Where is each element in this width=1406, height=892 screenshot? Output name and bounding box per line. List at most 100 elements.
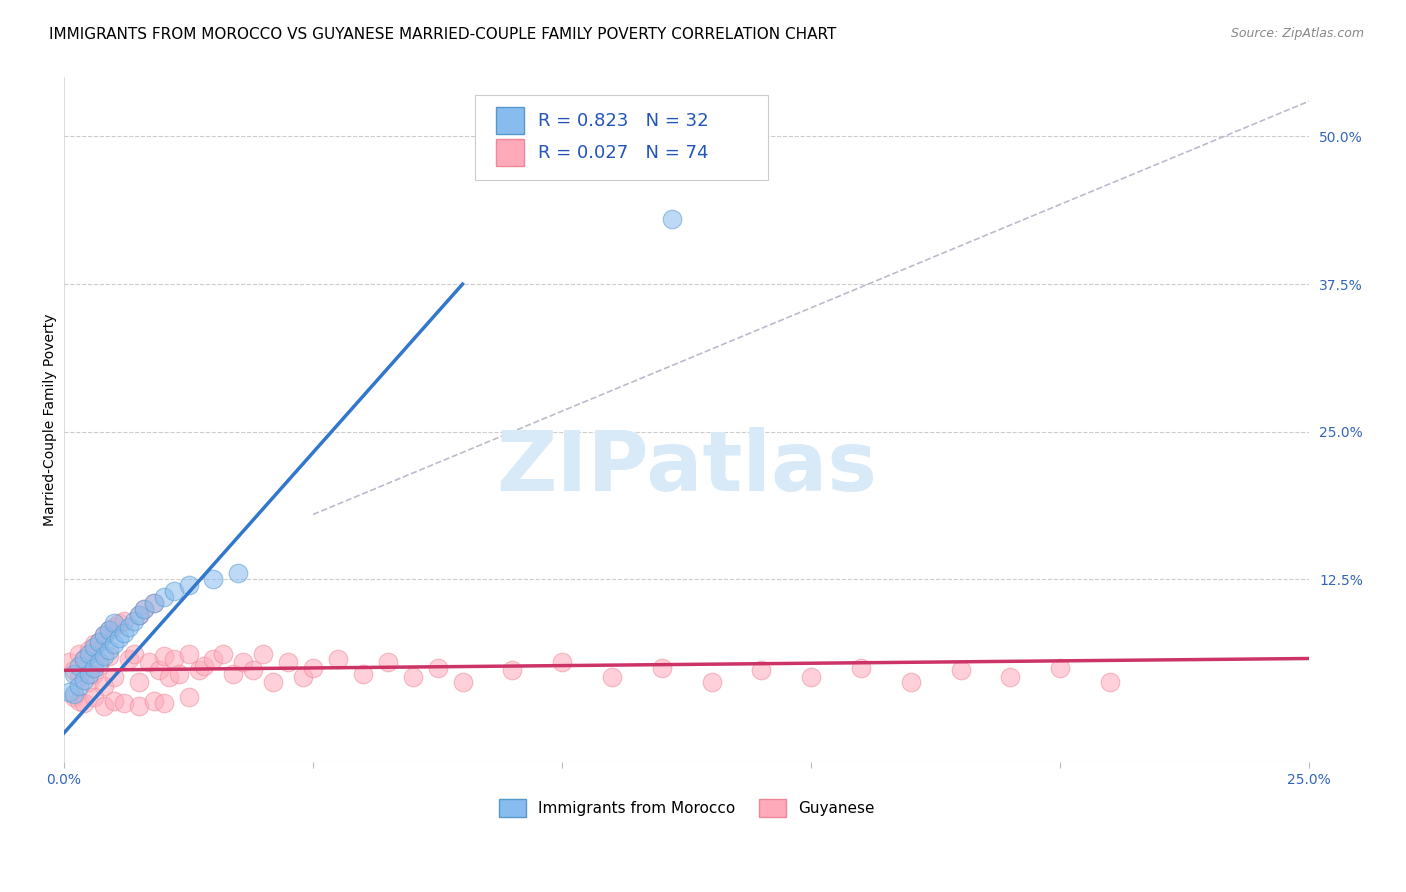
Text: IMMIGRANTS FROM MOROCCO VS GUYANESE MARRIED-COUPLE FAMILY POVERTY CORRELATION CH: IMMIGRANTS FROM MOROCCO VS GUYANESE MARR…	[49, 27, 837, 42]
Point	[262, 675, 284, 690]
Legend: Immigrants from Morocco, Guyanese: Immigrants from Morocco, Guyanese	[492, 792, 880, 823]
Point	[58, 684, 80, 698]
Point	[97, 623, 120, 637]
Point	[77, 647, 100, 661]
Point	[451, 675, 474, 690]
Point	[108, 632, 131, 646]
Point	[122, 647, 145, 661]
Point	[177, 578, 200, 592]
Point	[152, 697, 174, 711]
Point	[97, 623, 120, 637]
Point	[651, 661, 673, 675]
Point	[58, 655, 80, 669]
Point	[67, 679, 90, 693]
Point	[193, 658, 215, 673]
Point	[1099, 675, 1122, 690]
Point	[77, 675, 100, 690]
FancyBboxPatch shape	[475, 95, 768, 180]
Point	[849, 661, 872, 675]
Point	[93, 679, 115, 693]
Point	[242, 663, 264, 677]
Bar	[496, 139, 523, 167]
Point	[67, 670, 90, 684]
Point	[661, 212, 683, 227]
Point	[118, 651, 141, 665]
Point	[232, 655, 254, 669]
Point	[148, 663, 170, 677]
Point	[228, 566, 250, 581]
Point	[73, 673, 96, 687]
Point	[93, 628, 115, 642]
Point	[87, 658, 110, 673]
Point	[202, 573, 225, 587]
Point	[103, 637, 125, 651]
Point	[949, 663, 972, 677]
Point	[277, 655, 299, 669]
Point	[163, 651, 186, 665]
Point	[138, 655, 160, 669]
Point	[177, 647, 200, 661]
Text: ZIPatlas: ZIPatlas	[496, 427, 877, 508]
Point	[128, 698, 150, 713]
Point	[103, 670, 125, 684]
Point	[112, 625, 135, 640]
Point	[132, 602, 155, 616]
Point	[402, 670, 425, 684]
Point	[142, 596, 165, 610]
Point	[93, 649, 115, 664]
Y-axis label: Married-Couple Family Poverty: Married-Couple Family Poverty	[44, 314, 58, 526]
Point	[103, 694, 125, 708]
Point	[63, 663, 86, 677]
Point	[426, 661, 449, 675]
Point	[128, 607, 150, 622]
Point	[152, 649, 174, 664]
Point	[63, 690, 86, 705]
Point	[292, 670, 315, 684]
Point	[112, 697, 135, 711]
Point	[751, 663, 773, 677]
Point	[73, 651, 96, 665]
Point	[326, 651, 349, 665]
Point	[187, 663, 209, 677]
Point	[128, 675, 150, 690]
Point	[900, 675, 922, 690]
Point	[87, 635, 110, 649]
Point	[157, 670, 180, 684]
Point	[73, 697, 96, 711]
Point	[501, 663, 523, 677]
Point	[142, 596, 165, 610]
Point	[103, 616, 125, 631]
Point	[118, 619, 141, 633]
Point	[800, 670, 823, 684]
Point	[142, 694, 165, 708]
Point	[93, 628, 115, 642]
Point	[167, 666, 190, 681]
Point	[252, 647, 274, 661]
Point	[87, 635, 110, 649]
Point	[97, 643, 120, 657]
Point	[67, 694, 90, 708]
Point	[1049, 661, 1071, 675]
Point	[122, 614, 145, 628]
Bar	[496, 107, 523, 135]
Point	[377, 655, 399, 669]
Point	[103, 619, 125, 633]
Point	[67, 647, 90, 661]
Point	[163, 584, 186, 599]
Text: R = 0.027   N = 74: R = 0.027 N = 74	[538, 144, 709, 161]
Point	[108, 616, 131, 631]
Point	[83, 661, 105, 675]
Point	[222, 666, 245, 681]
Point	[83, 640, 105, 654]
Point	[93, 698, 115, 713]
Point	[83, 637, 105, 651]
Point	[352, 666, 374, 681]
Point	[1000, 670, 1022, 684]
Point	[77, 643, 100, 657]
Point	[63, 666, 86, 681]
Point	[128, 607, 150, 622]
Point	[112, 614, 135, 628]
Point	[83, 666, 105, 681]
Point	[87, 655, 110, 669]
Point	[302, 661, 325, 675]
